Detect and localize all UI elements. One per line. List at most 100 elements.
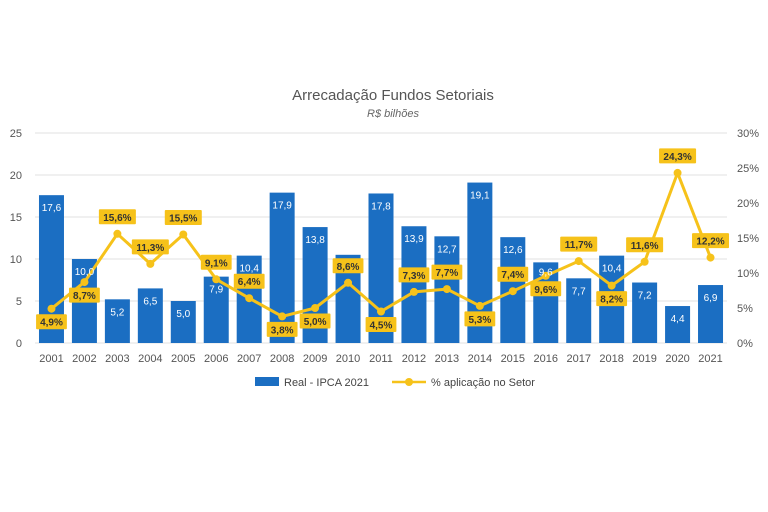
line-label-box — [365, 317, 397, 332]
line-label-box — [164, 210, 202, 225]
line-label-box — [596, 291, 628, 307]
line-point — [607, 281, 616, 290]
x-tick-label: 2005 — [171, 353, 195, 365]
y-left-tick-label: 20 — [10, 170, 22, 182]
line-point — [673, 168, 682, 177]
legend: Real - IPCA 2021 % aplicação no Setor — [255, 377, 535, 389]
line-value-label: 4,5% — [370, 321, 393, 332]
bar-value-label: 13,8 — [305, 235, 325, 246]
line-value-label: 7,4% — [501, 270, 524, 281]
bar-value-label: 17,6 — [42, 203, 62, 214]
y-right-tick-label: 15% — [737, 233, 759, 245]
line-point — [344, 278, 353, 287]
bar — [137, 288, 163, 343]
y-right-tick-label: 30% — [737, 128, 759, 140]
line-label-box — [200, 254, 232, 270]
bar-value-label: 17,9 — [272, 201, 292, 212]
x-tick-label: 2011 — [369, 353, 393, 365]
line-point — [377, 307, 385, 316]
line-point — [311, 304, 320, 312]
x-tick-label: 2007 — [237, 353, 261, 365]
bar — [269, 192, 295, 343]
axes: 0 5 10 15 20 25 0% 5% 10% 15% 20% 25% 30% 2001 2002 200… — [10, 128, 759, 365]
line-label-box — [560, 236, 598, 252]
line-value-label: 3,8% — [271, 325, 294, 336]
line-value-label: 6,4% — [238, 277, 261, 288]
line-label-box — [98, 209, 136, 225]
line-label-box — [233, 273, 265, 289]
bar-value-label: 12,6 — [503, 245, 523, 256]
x-tick-label: 2006 — [204, 353, 228, 365]
line-value-label: 7,7% — [436, 268, 459, 279]
line-value-label: 7,3% — [403, 271, 426, 282]
x-tick-label: 2004 — [138, 353, 162, 365]
bar-value-label: 7,2 — [638, 291, 652, 302]
bar-value-label: 10,0 — [75, 267, 95, 278]
x-tick-label: 2002 — [72, 353, 96, 365]
legend-line-label: % aplicação no Setor — [431, 377, 535, 389]
x-tick-label: 2010 — [336, 353, 360, 365]
line-point — [47, 304, 56, 313]
bar — [203, 276, 229, 343]
line-point — [212, 275, 221, 284]
y-right-tick-label: 25% — [737, 163, 759, 175]
line-label-box — [530, 281, 562, 297]
line-point — [146, 259, 155, 268]
line-label-box — [626, 237, 664, 253]
x-tick-label: 2001 — [39, 353, 63, 365]
line-point — [541, 271, 550, 280]
line-label-box — [266, 321, 298, 337]
bar-value-label: 17,8 — [371, 201, 391, 212]
x-tick-label: 2021 — [698, 353, 722, 365]
line-label-box — [131, 239, 169, 255]
line-point — [574, 257, 583, 266]
bar — [170, 301, 196, 343]
bar-value-label: 7,7 — [572, 286, 586, 297]
x-tick-label: 2008 — [270, 353, 294, 365]
y-left-tick-label: 5 — [16, 296, 22, 308]
bar-value-label: 6,9 — [704, 293, 718, 304]
x-tick-label: 2015 — [501, 353, 525, 365]
line-label-box — [497, 266, 529, 282]
bar-value-label: 5,2 — [110, 307, 124, 318]
y-right-tick-label: 20% — [737, 198, 759, 210]
bar — [632, 282, 658, 343]
bar — [566, 278, 592, 343]
x-tick-label: 2019 — [632, 353, 656, 365]
line-point — [475, 301, 484, 310]
bar-value-label: 13,9 — [404, 234, 424, 245]
line-point — [706, 253, 715, 262]
line-value-label: 24,3% — [663, 152, 691, 163]
line-value-label: 8,2% — [600, 295, 623, 306]
x-tick-label: 2013 — [435, 353, 459, 365]
y-right-tick-label: 0% — [737, 338, 753, 350]
line-value-label: 9,1% — [205, 258, 228, 269]
x-tick-label: 2018 — [599, 353, 623, 365]
bar — [104, 299, 130, 343]
y-right-tick-label: 5% — [737, 303, 753, 315]
legend-bar-label: Real - IPCA 2021 — [284, 377, 369, 389]
x-tick-label: 2012 — [402, 353, 426, 365]
line-value-label: 5,0% — [304, 317, 327, 328]
bar-value-label: 12,7 — [437, 244, 457, 255]
line-value-label: 5,3% — [468, 315, 491, 326]
line-point — [179, 230, 188, 239]
line-point — [640, 257, 649, 266]
x-tick-label: 2016 — [534, 353, 558, 365]
bar-value-label: 19,1 — [470, 191, 490, 202]
x-tick-label: 2009 — [303, 353, 327, 365]
line-value-label: 12,2% — [696, 237, 724, 248]
x-tick-label: 2020 — [665, 353, 689, 365]
line-label-box — [69, 287, 100, 303]
bar — [665, 306, 691, 343]
x-tick-label: 2003 — [105, 353, 129, 365]
bar-value-label: 9,6 — [539, 267, 553, 278]
chart-title: Arrecadação Fundos Setoriais — [292, 87, 494, 104]
bar-value-label: 6,5 — [143, 296, 157, 307]
line-label-box — [659, 148, 697, 164]
bar-value-label: 4,4 — [671, 314, 685, 325]
bar-value-label: 5,0 — [176, 309, 190, 320]
line-value-label: 15,6% — [103, 213, 131, 224]
line-value-label: 11,6% — [631, 241, 659, 252]
line-label-box — [398, 267, 430, 283]
